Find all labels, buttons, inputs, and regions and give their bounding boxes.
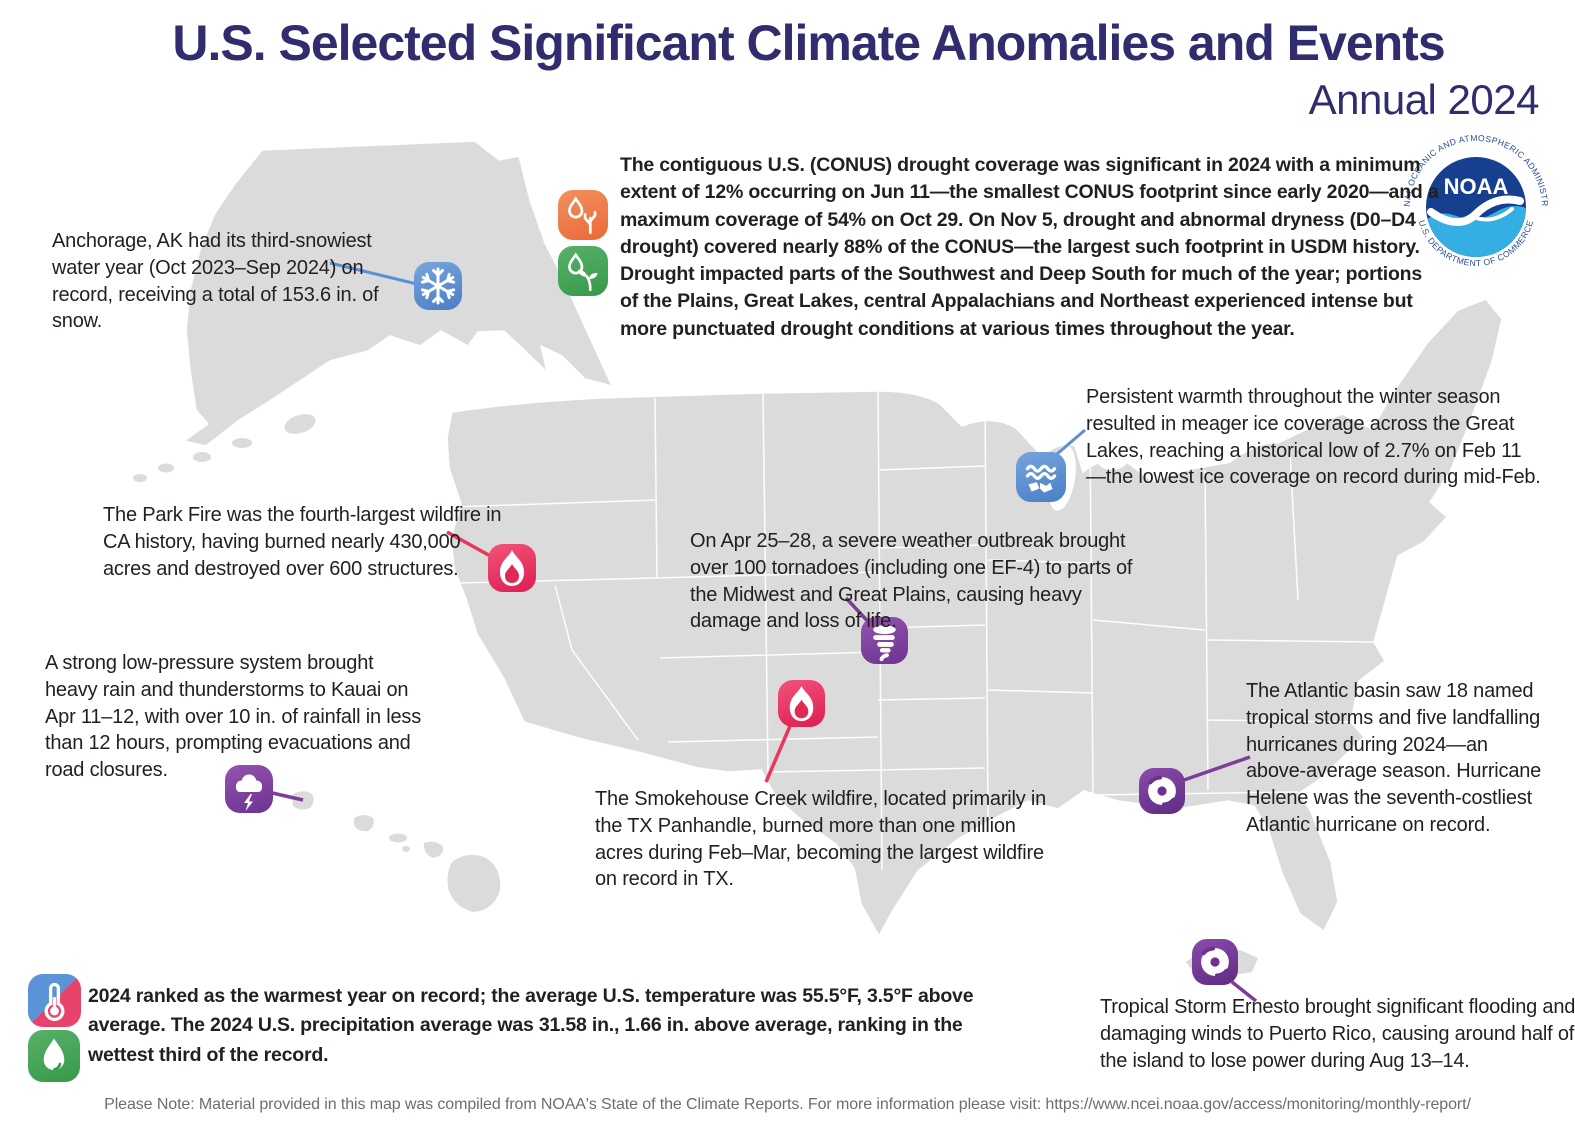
lake-huron-shape <box>1096 446 1128 470</box>
noaa-logo: NOAA NATIONAL OCEANIC AND ATMOSPHERIC AD… <box>1398 128 1550 268</box>
note-ernesto: Tropical Storm Ernesto brought significa… <box>1100 996 1575 1072</box>
note-great-lakes: Persistent warmth throughout the winter … <box>1086 386 1541 489</box>
leader-line-ernesto <box>1230 980 1258 1003</box>
note-annual-summary: 2024 ranked as the warmest year on recor… <box>88 985 974 1066</box>
note-kauai-storm: A strong low-pressure system brought hea… <box>45 652 421 782</box>
note-anchorage: Anchorage, AK had its third-snowiest wat… <box>52 230 379 333</box>
droplet-icon <box>28 1030 80 1082</box>
tornado-icon <box>861 617 908 664</box>
seagull-icon <box>1427 195 1524 226</box>
note-tornado-outbreak: On Apr 25–28, a severe weather outbreak … <box>690 530 1133 633</box>
thunderstorm-icon <box>225 765 273 813</box>
alaska-shape <box>182 140 614 447</box>
leader-line-park-fire <box>446 530 495 560</box>
page-title: U.S. Selected Significant Climate Anomal… <box>172 15 1445 71</box>
smokehouse-fire-icon <box>778 680 825 727</box>
drought-icon <box>558 190 608 240</box>
conus-shape <box>446 298 1503 938</box>
snowflake-icon <box>414 262 462 310</box>
park-fire-icon <box>488 544 536 592</box>
note-smokehouse-creek: The Smokehouse Creek wildfire, located p… <box>595 788 1047 891</box>
note-park-fire: The Park Fire was the fourth-largest wil… <box>103 504 502 580</box>
logo-acronym: NOAA <box>1444 174 1509 199</box>
hurricane-icon <box>1139 768 1185 814</box>
page-subtitle: Annual 2024 <box>1308 76 1540 123</box>
note-drought: The contiguous U.S. (CONUS) drought cove… <box>620 154 1439 340</box>
leader-line-atlantic <box>1183 755 1251 782</box>
ernesto-hurricane-icon <box>1192 939 1238 985</box>
note-atlantic-hurricanes: The Atlantic basin saw 18 named tropical… <box>1246 680 1542 836</box>
wet-plant-icon <box>558 246 608 296</box>
aleutian-islands <box>133 414 316 482</box>
footer-note: Please Note: Material provided in this m… <box>104 1096 1471 1113</box>
leader-line-kauai <box>267 790 304 802</box>
hawaii-islands <box>292 791 501 912</box>
lake-ice-icon <box>1016 452 1066 502</box>
seagull-wing <box>1474 207 1514 222</box>
leader-line-smokehouse <box>764 725 792 783</box>
thermometer-icon <box>28 974 81 1027</box>
leader-line-anchorage <box>329 261 418 286</box>
